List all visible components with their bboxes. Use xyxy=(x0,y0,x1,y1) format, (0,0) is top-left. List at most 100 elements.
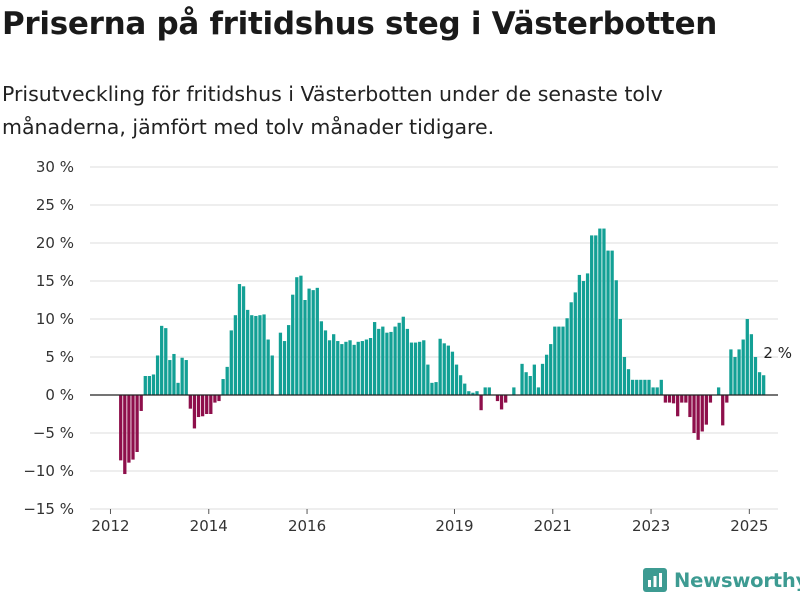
bar xyxy=(135,395,139,452)
bar xyxy=(409,342,414,395)
bar xyxy=(311,290,315,395)
bar xyxy=(544,354,549,395)
bar xyxy=(266,339,270,395)
y-tick-label: 20 % xyxy=(36,234,74,252)
bar xyxy=(372,322,377,395)
x-tick-label: 2016 xyxy=(288,517,326,535)
bar xyxy=(536,387,541,395)
bar xyxy=(377,328,381,395)
bar xyxy=(225,366,229,395)
bar xyxy=(426,364,430,395)
bar xyxy=(364,339,369,395)
bar xyxy=(606,250,610,395)
bar xyxy=(418,341,422,395)
bar xyxy=(397,322,401,395)
bar xyxy=(692,395,696,433)
bar xyxy=(540,363,545,395)
bar xyxy=(200,395,205,417)
y-tick-label: 0 % xyxy=(45,386,74,404)
bar xyxy=(422,340,426,395)
bar xyxy=(168,360,172,395)
bar xyxy=(270,355,274,395)
bar xyxy=(229,330,233,395)
bar xyxy=(463,383,467,395)
bar xyxy=(282,341,287,395)
bar xyxy=(131,395,135,460)
bar-chart: 30 % 25 % 20 % 15 % 10 % 5 % 0 % −5 % −10 % −15 %… xyxy=(23,158,792,535)
x-tick-label: 2025 xyxy=(730,517,768,535)
bar xyxy=(602,228,606,395)
annotations: 2 % xyxy=(763,344,792,362)
bar xyxy=(434,382,438,395)
bar xyxy=(381,326,385,395)
bar xyxy=(348,340,352,395)
bar xyxy=(487,387,491,395)
bar xyxy=(630,379,635,395)
y-tick-label: 10 % xyxy=(36,310,74,328)
x-axis-tick-labels: 2012 2014 2016 2019 2021 2023 2025 xyxy=(91,509,768,535)
bar xyxy=(360,341,364,395)
bar xyxy=(430,382,434,395)
bar xyxy=(676,395,680,417)
bar xyxy=(594,235,598,395)
brand-name: Newsworthy xyxy=(674,568,800,592)
bar xyxy=(151,374,156,395)
bar xyxy=(413,342,418,395)
bar xyxy=(499,395,504,410)
bar xyxy=(688,395,692,418)
bar xyxy=(278,332,283,395)
bar xyxy=(172,353,176,395)
bar xyxy=(176,382,180,395)
bar xyxy=(725,395,729,403)
newsworthy-logo[interactable]: Newsworthy xyxy=(643,568,800,592)
bar xyxy=(458,375,463,395)
bar xyxy=(565,318,569,395)
bar xyxy=(655,387,659,395)
bar xyxy=(528,376,532,395)
y-tick-label: −5 % xyxy=(33,424,74,442)
bar xyxy=(442,343,446,395)
y-tick-label: 25 % xyxy=(36,196,74,214)
bars xyxy=(119,228,766,475)
bar xyxy=(512,387,516,395)
bar xyxy=(626,369,631,395)
bar xyxy=(393,326,397,395)
bar xyxy=(757,372,762,395)
y-tick-label: −10 % xyxy=(23,462,74,480)
bar xyxy=(262,314,266,395)
bar xyxy=(344,341,348,395)
bar xyxy=(721,395,725,426)
bar xyxy=(213,395,217,403)
bar xyxy=(647,379,651,395)
bar xyxy=(700,395,704,432)
bar xyxy=(241,286,246,395)
bar xyxy=(475,391,479,395)
bar xyxy=(684,395,688,403)
bar xyxy=(532,364,536,395)
bar xyxy=(209,395,213,414)
bar xyxy=(123,395,127,475)
gridlines xyxy=(90,166,778,510)
bar xyxy=(590,235,594,395)
bar xyxy=(610,250,614,395)
bar xyxy=(696,395,700,440)
bar xyxy=(504,395,508,403)
bar xyxy=(618,319,622,395)
bar xyxy=(143,376,147,395)
chart-subtitle: Prisutveckling för fritidshus i Västerbo… xyxy=(2,82,663,139)
bar xyxy=(729,349,733,395)
y-tick-label: 30 % xyxy=(36,158,74,176)
bar xyxy=(549,344,553,395)
bar xyxy=(119,395,123,461)
bar xyxy=(385,332,389,395)
bar xyxy=(635,379,639,395)
bar xyxy=(327,340,332,395)
x-tick-label: 2021 xyxy=(534,517,572,535)
bar xyxy=(643,379,647,395)
x-tick-label: 2012 xyxy=(91,517,129,535)
bar xyxy=(323,330,328,395)
bar xyxy=(233,315,238,395)
bar xyxy=(286,325,291,395)
bar xyxy=(467,391,471,395)
bar xyxy=(581,281,586,395)
